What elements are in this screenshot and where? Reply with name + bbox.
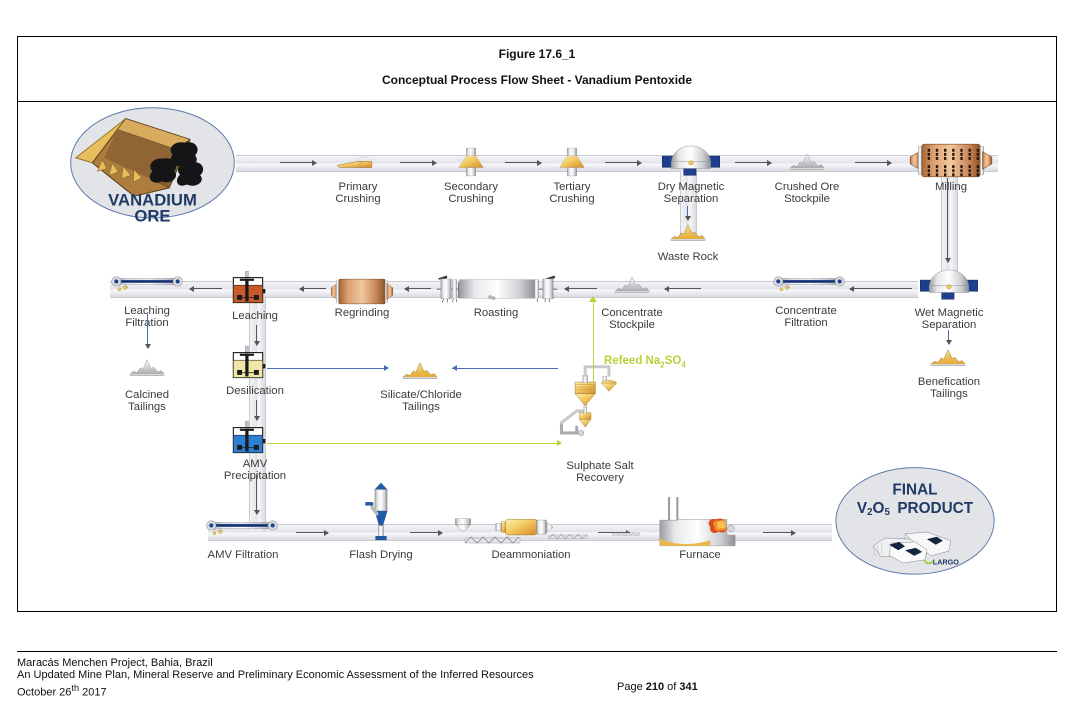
- svg-text:V2O5 PRODUCT: V2O5 PRODUCT: [857, 500, 974, 518]
- svg-text:FINAL: FINAL: [892, 481, 937, 498]
- svg-text:LARGO: LARGO: [933, 557, 960, 566]
